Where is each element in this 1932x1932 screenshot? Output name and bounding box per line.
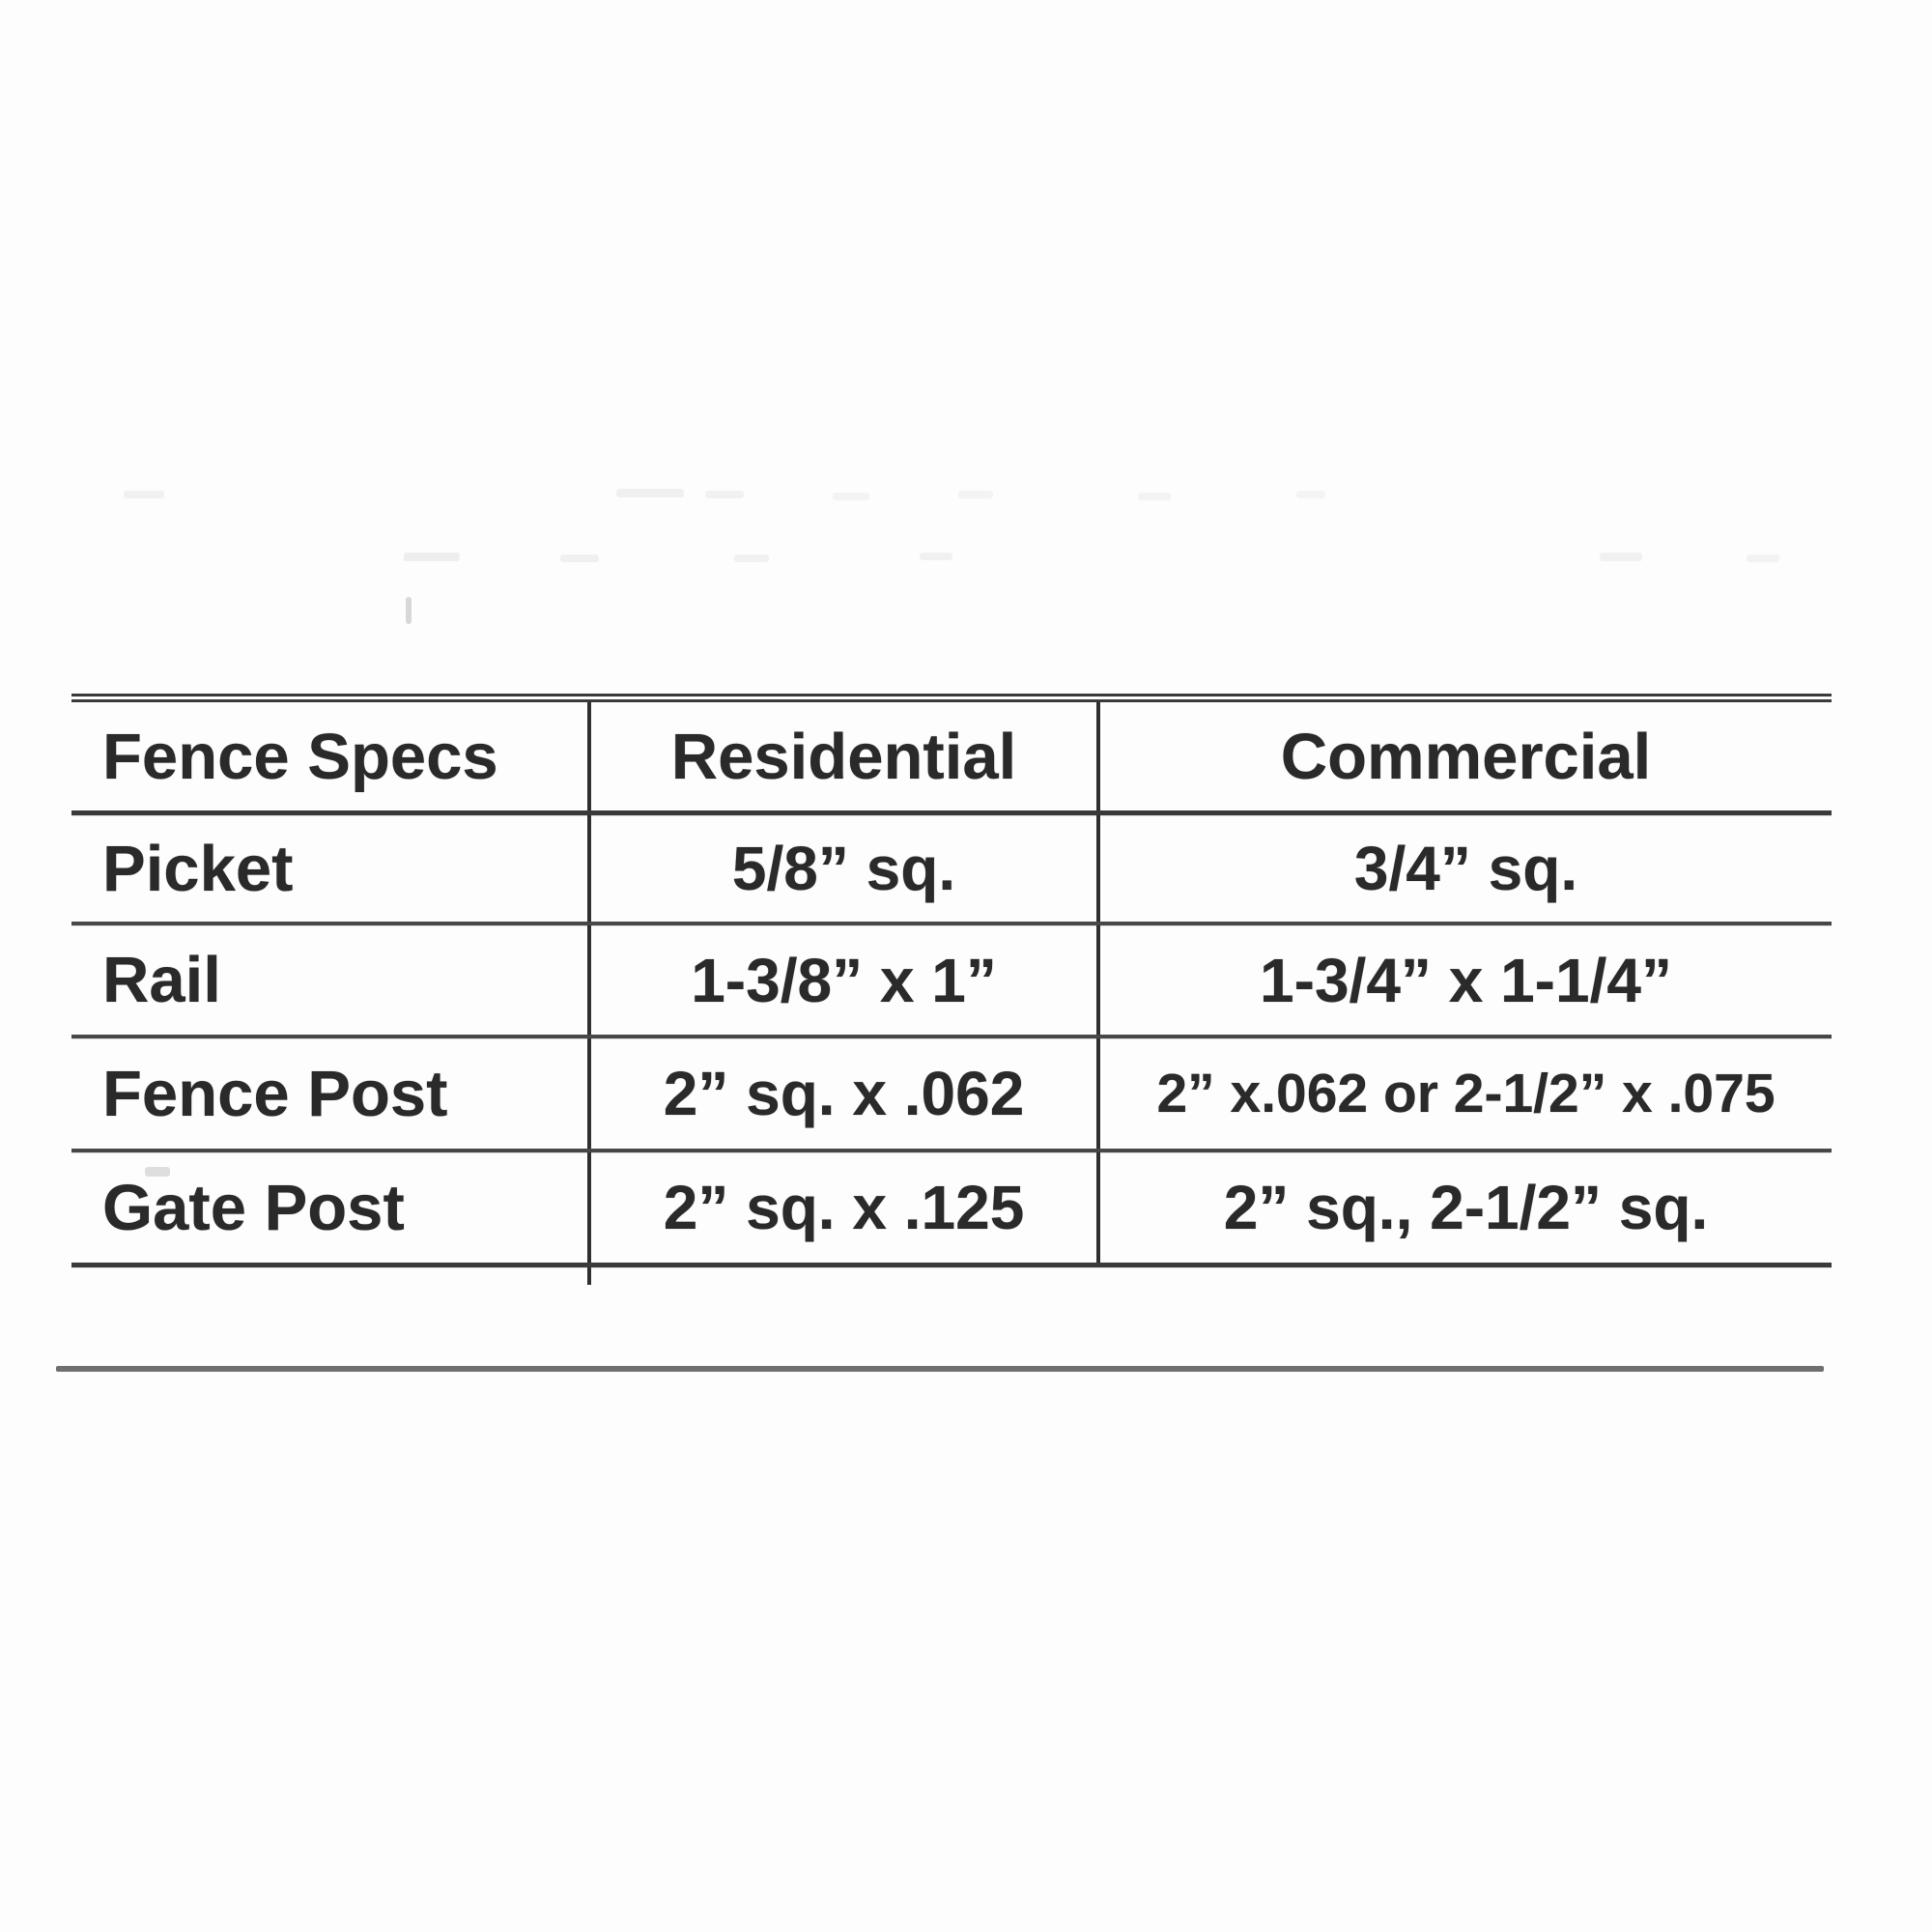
table-row-picket: Picket 5/8” sq. 3/4” sq. — [71, 815, 1832, 925]
table-row-gate-post: Gate Post 2” sq. x .125 2” sq., 2-1/2” s… — [71, 1152, 1832, 1267]
column-header-residential: Residential — [587, 702, 1096, 810]
scan-smudge — [406, 597, 412, 624]
scan-smudge — [1296, 491, 1325, 498]
scan-smudge — [1600, 553, 1642, 561]
bottom-horizontal-rule — [56, 1366, 1824, 1372]
scan-smudge — [734, 554, 769, 562]
scan-smudge — [616, 489, 684, 497]
scan-smudge — [1747, 554, 1779, 562]
scan-smudge — [404, 553, 460, 561]
scan-smudge — [833, 493, 869, 500]
picket-commercial-value: 3/4” sq. — [1096, 815, 1832, 922]
column-header-commercial: Commercial — [1096, 702, 1832, 810]
fence-specs-table: Fence Specs Residential Commercial Picke… — [71, 694, 1832, 1285]
gate-post-residential-value: 2” sq. x .125 — [587, 1152, 1096, 1263]
gate-post-commercial-value: 2” sq., 2-1/2” sq. — [1096, 1152, 1832, 1263]
row-label-rail: Rail — [102, 944, 221, 1016]
rail-residential-value: 1-3/8” x 1” — [587, 925, 1096, 1035]
table-row-rail: Rail 1-3/8” x 1” 1-3/4” x 1-1/4” — [71, 925, 1832, 1038]
table-row-fence-post: Fence Post 2” sq. x .062 2” x.062 or 2-1… — [71, 1038, 1832, 1152]
table-header-row: Fence Specs Residential Commercial — [71, 702, 1832, 815]
column-divider-tail — [587, 1267, 591, 1285]
fence-post-residential-value: 2” sq. x .062 — [587, 1038, 1096, 1149]
row-label-picket: Picket — [102, 832, 294, 905]
rail-commercial-value: 1-3/4” x 1-1/4” — [1096, 925, 1832, 1035]
scan-smudge — [124, 491, 164, 498]
scan-smudge — [958, 491, 993, 498]
scan-smudge — [1138, 493, 1171, 500]
scan-smudge — [705, 491, 744, 498]
fence-post-commercial-value: 2” x.062 or 2-1/2” x .075 — [1096, 1038, 1832, 1149]
scan-smudge — [560, 554, 599, 562]
picket-residential-value: 5/8” sq. — [587, 815, 1096, 922]
column-header-fence-specs: Fence Specs — [102, 720, 498, 793]
row-label-fence-post: Fence Post — [102, 1057, 448, 1130]
row-label-gate-post: Gate Post — [102, 1171, 405, 1244]
scan-smudge — [920, 553, 952, 560]
